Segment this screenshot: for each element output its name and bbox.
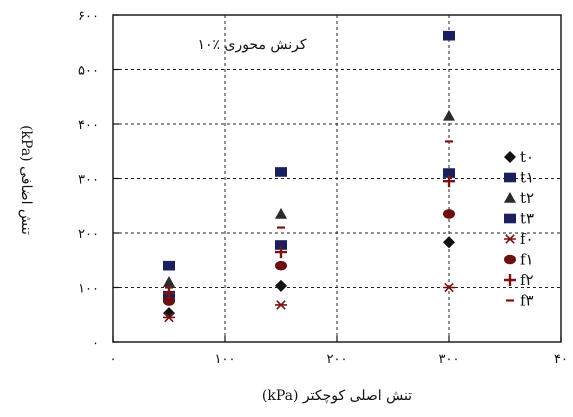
point-series-5-1 xyxy=(275,260,287,271)
y-tick-label-0: ۰ xyxy=(92,336,99,351)
point-series-5-2 xyxy=(443,209,455,219)
x-axis-label: تنش اصلی کوچکتر (kPa) xyxy=(262,388,412,404)
legend-label-4: f۰ xyxy=(520,230,534,248)
point-series-5-0 xyxy=(163,296,175,306)
point-series-2-1 xyxy=(275,207,287,219)
x-tick-label-100: ۱۰۰ xyxy=(215,352,236,367)
point-series-6-1 xyxy=(275,246,287,259)
y-tick-label-500: ۵۰۰ xyxy=(78,64,99,79)
point-series-0-1 xyxy=(275,279,287,292)
legend-marker-5 xyxy=(504,254,516,265)
legend-marker-1 xyxy=(504,172,516,183)
grid-lines xyxy=(113,15,561,342)
legend-label-1: t۱ xyxy=(520,169,534,187)
point-series-6-2 xyxy=(443,175,455,188)
x-tick-label-0: ۰ xyxy=(110,352,117,367)
point-series-2-2 xyxy=(443,109,455,121)
point-series-4-0 xyxy=(163,312,175,323)
y-tick-label-300: ۳۰۰ xyxy=(78,173,99,188)
axis-ticks: ۰ ۱۰۰ ۲۰۰ ۳۰۰ ۴۰۰ ۵۰۰ ۶۰۰ ۰ ۱۰۰ ۲۰۰ ۳۰۰ ۴۰ xyxy=(78,9,568,367)
point-series-1-2 xyxy=(443,30,455,41)
y-tick-label-100: ۱۰۰ xyxy=(78,282,99,297)
legend-marker-2 xyxy=(504,192,516,203)
legend-marker-6 xyxy=(504,274,516,286)
x-tick-label-300: ۳۰۰ xyxy=(439,352,460,367)
legend-label-2: t۲ xyxy=(520,189,534,207)
point-series-3-1 xyxy=(275,167,287,177)
point-series-4-2 xyxy=(443,282,455,293)
data-points xyxy=(163,30,455,323)
point-series-4-1 xyxy=(275,300,287,310)
legend-label-3: t۳ xyxy=(520,210,534,228)
legend-marker-4 xyxy=(504,234,516,244)
legend-label-7: f۳ xyxy=(520,292,534,310)
point-series-3-0 xyxy=(163,260,175,271)
x-tick-label-200: ۲۰۰ xyxy=(327,352,348,367)
point-series-3-2 xyxy=(443,168,455,178)
legend-label-5: f۱ xyxy=(520,251,534,269)
y-tick-label-200: ۲۰۰ xyxy=(78,227,99,242)
point-series-1-1 xyxy=(275,240,287,250)
point-series-2-0 xyxy=(163,276,175,287)
legend-label-0: t۰ xyxy=(520,148,534,166)
y-axis-label: تنش اضافی (kPa) xyxy=(18,125,34,235)
annotation-text: کرنش محوری ٪۱۰ xyxy=(197,37,306,53)
point-series-6-0 xyxy=(163,286,175,299)
y-tick-label-600: ۶۰۰ xyxy=(78,9,99,24)
legend-label-6: f۲ xyxy=(520,271,534,289)
point-series-0-2 xyxy=(443,236,455,249)
legend-marker-0 xyxy=(504,151,516,163)
x-tick-label-400: ۴۰ xyxy=(554,352,568,367)
legend-marker-3 xyxy=(504,213,516,224)
point-series-0-0 xyxy=(163,307,175,320)
y-tick-label-400: ۴۰۰ xyxy=(78,118,99,133)
legend: t۰ t۱ t۲ t۳ f۰ f۱ f۲ f۳ xyxy=(504,148,534,310)
